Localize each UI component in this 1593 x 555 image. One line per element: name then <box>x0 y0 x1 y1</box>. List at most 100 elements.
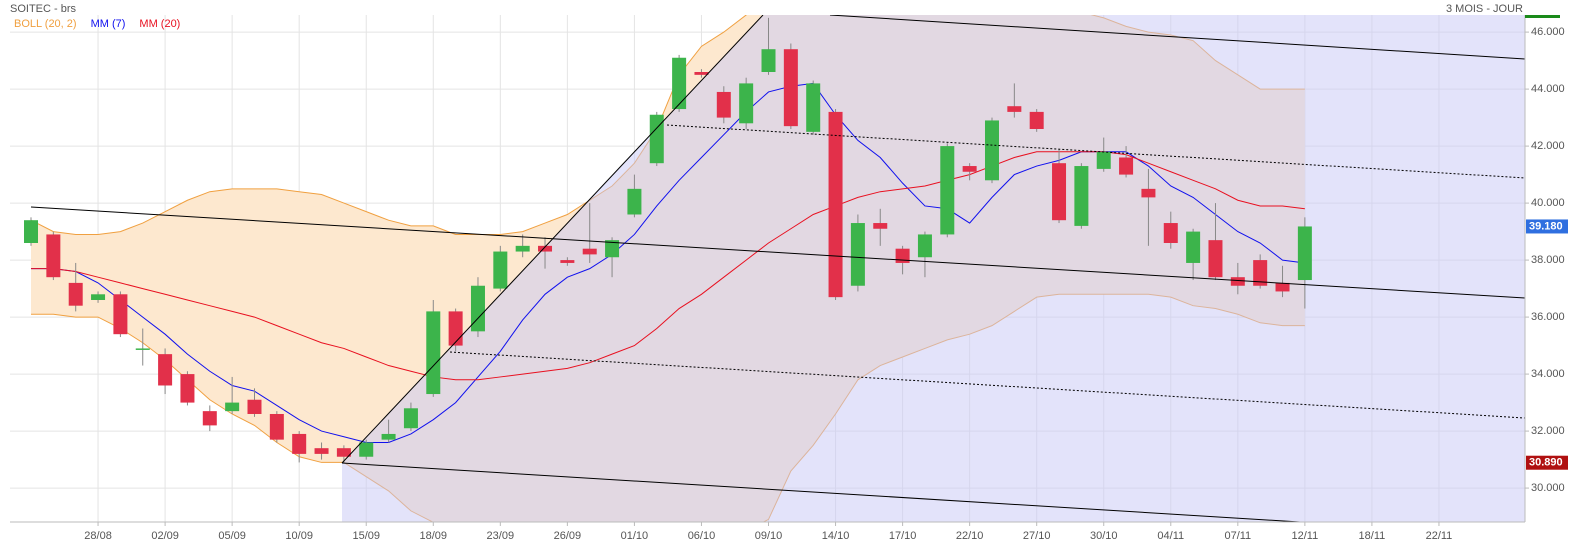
legend: BOLL (20, 2) MM (7) MM (20) <box>14 18 180 30</box>
x-tick-label: 18/09 <box>420 530 448 542</box>
candle-body <box>940 146 955 235</box>
candle-body <box>292 433 307 454</box>
candle-body <box>783 49 798 127</box>
y-tick-label: 42.000 <box>1531 140 1565 152</box>
x-tick-label: 23/09 <box>487 530 515 542</box>
indicators <box>31 82 1305 443</box>
trend-lines <box>30 15 1525 522</box>
legend-entry: MM (7) <box>91 18 126 30</box>
x-tick-label: 27/10 <box>1023 530 1051 542</box>
x-tick-label: 26/09 <box>554 530 582 542</box>
candle-body <box>135 348 150 350</box>
candle-body <box>873 223 888 229</box>
candle-body <box>24 220 39 243</box>
x-tick-label: 18/11 <box>1359 530 1386 542</box>
candle-body <box>828 111 843 298</box>
candle-body <box>694 71 709 75</box>
price-label-box <box>1526 455 1568 470</box>
x-tick-label: 28/08 <box>84 530 112 542</box>
candle-body <box>225 402 240 412</box>
legend-entry: BOLL (20, 2) <box>14 18 77 30</box>
y-tick-label: 46.000 <box>1531 26 1565 38</box>
candle-body <box>91 294 106 300</box>
trend-line <box>449 351 1525 419</box>
candle-body <box>1275 282 1290 292</box>
y-tick-label: 32.000 <box>1531 425 1565 437</box>
candle-body <box>381 433 396 440</box>
candle-body <box>1029 111 1044 129</box>
candle-body <box>470 285 485 332</box>
candle-body <box>68 282 83 306</box>
price-label: 39.180 <box>1529 220 1563 232</box>
x-tick-label: 30/10 <box>1090 530 1118 542</box>
y-tick-label: 36.000 <box>1531 311 1565 323</box>
candle-body <box>1007 106 1022 112</box>
candle-body <box>247 399 262 414</box>
candle-body <box>1096 151 1111 169</box>
trend-line <box>829 15 1525 60</box>
x-tick-label: 22/11 <box>1426 530 1453 542</box>
candle-body <box>1208 240 1223 278</box>
ma-line <box>31 151 1305 381</box>
candle-body <box>403 408 418 429</box>
candle-body <box>493 251 508 289</box>
x-tick-label: 02/09 <box>151 530 179 542</box>
candle-body <box>314 448 329 454</box>
candle-body <box>739 83 754 124</box>
chart-subtitle: 3 MOIS - JOUR <box>1446 3 1523 15</box>
y-tick-label: 34.000 <box>1531 368 1565 380</box>
candle-body <box>538 245 553 252</box>
y-tick-label: 40.000 <box>1531 197 1565 209</box>
candle-body <box>806 83 821 132</box>
candle-body <box>1052 163 1067 221</box>
price-label-box <box>1526 219 1568 234</box>
trend-line <box>666 124 1525 179</box>
candle-body <box>582 248 597 255</box>
x-tick-label: 10/09 <box>285 530 313 542</box>
candle-body <box>1186 231 1201 263</box>
y-tick-label: 38.000 <box>1531 254 1565 266</box>
candle-body <box>605 240 620 258</box>
candle-body <box>113 294 128 335</box>
candle-body <box>515 245 530 252</box>
candle-body <box>1074 166 1089 226</box>
candle-body <box>202 411 217 426</box>
candle-body <box>426 311 441 395</box>
candle-body <box>359 442 374 457</box>
candle-body <box>269 413 284 440</box>
x-tick-label: 09/10 <box>755 530 783 542</box>
x-tick-label: 05/09 <box>218 530 246 542</box>
trend-line <box>341 462 1301 522</box>
candle-body <box>46 234 61 278</box>
x-tick-label: 14/10 <box>822 530 850 542</box>
x-tick-label: 15/09 <box>352 530 380 542</box>
candle-body <box>962 166 977 172</box>
x-tick-label: 06/10 <box>688 530 716 542</box>
chart-title: SOITEC - brs <box>10 3 77 15</box>
candle-body <box>649 114 664 164</box>
x-tick-label: 04/11 <box>1157 530 1184 542</box>
candle-body <box>560 260 575 263</box>
x-tick-label: 22/10 <box>956 530 984 542</box>
candle-body <box>448 311 463 346</box>
candle-body <box>336 448 351 457</box>
channel-zone <box>342 15 1525 522</box>
x-tick-label: 12/11 <box>1292 530 1319 542</box>
candle-body <box>672 57 687 110</box>
price-label: 30.890 <box>1529 457 1563 469</box>
axes: 30.000 32.000 34.000 36.000 38.000 40.000 42.0… <box>84 26 1568 542</box>
candle-body <box>1230 277 1245 286</box>
candle-body <box>1163 223 1178 243</box>
candles <box>24 17 1312 463</box>
candle-body <box>716 91 731 118</box>
trend-line <box>30 206 1525 299</box>
x-tick-label: 07/11 <box>1224 530 1251 542</box>
header-bar <box>1525 15 1560 18</box>
candle-body <box>1253 260 1268 286</box>
candle-body <box>627 188 642 215</box>
candle-body <box>850 223 865 286</box>
candle-body <box>1297 226 1312 281</box>
y-tick-label: 30.000 <box>1531 482 1565 494</box>
candle-body <box>917 234 932 258</box>
